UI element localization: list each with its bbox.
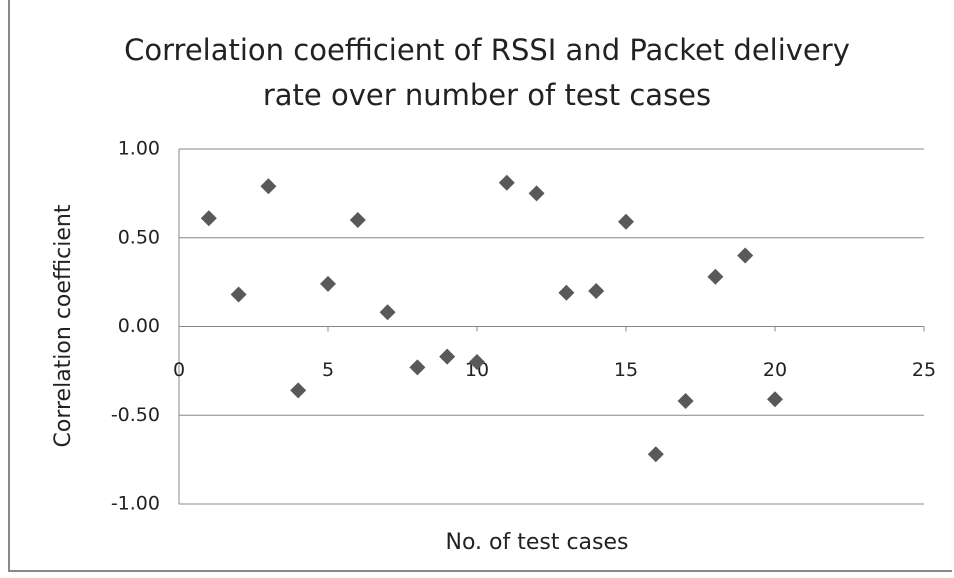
y-tick-label: 0.00 [118, 315, 160, 337]
point [498, 174, 515, 191]
point [469, 354, 485, 370]
point [290, 382, 307, 399]
point [200, 210, 217, 227]
point [379, 304, 396, 321]
point [439, 348, 456, 365]
point [767, 391, 783, 408]
point [707, 268, 724, 285]
y-tick-label: 0.50 [118, 226, 160, 248]
point [558, 284, 575, 301]
point [230, 286, 247, 303]
y-tick-label: -1.00 [111, 493, 160, 515]
y-tick-label: -0.50 [111, 404, 160, 426]
point [528, 185, 545, 202]
x-tick-label: 0 [173, 359, 185, 381]
frame [8, 0, 952, 572]
x-axis-title: No. of test cases [446, 530, 629, 555]
point [588, 283, 605, 299]
y-axis-title: Correlation coefficient [51, 204, 76, 447]
x-tick-label: 25 [912, 359, 936, 381]
x-tick-label: 20 [763, 359, 787, 381]
point [320, 275, 336, 292]
point [409, 359, 426, 376]
x-tick-label: 15 [614, 359, 638, 381]
point [618, 213, 634, 230]
x-tick-label: 5 [322, 359, 334, 381]
y-tick-label: 1.00 [118, 138, 160, 160]
point [260, 178, 277, 195]
point [737, 247, 754, 264]
chart-title: Correlation coefficient of RSSI and Pack… [124, 33, 850, 112]
point [677, 393, 694, 410]
point [349, 212, 366, 228]
point [647, 446, 664, 463]
